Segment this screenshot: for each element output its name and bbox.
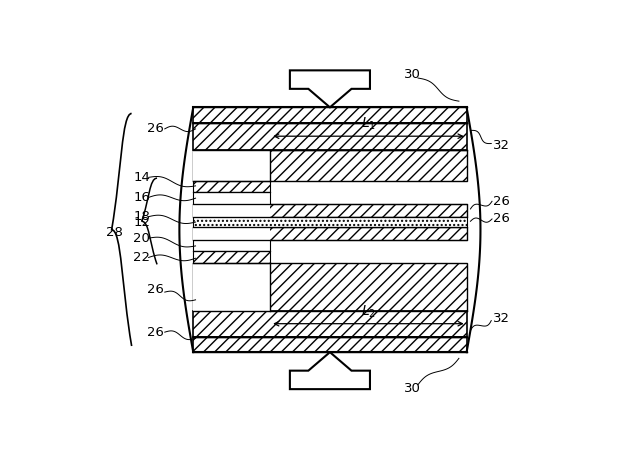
Bar bbox=[193, 228, 270, 240]
Text: 26: 26 bbox=[493, 213, 509, 225]
Text: 20: 20 bbox=[133, 232, 150, 245]
Text: 26: 26 bbox=[147, 326, 164, 338]
Text: 28: 28 bbox=[106, 225, 122, 239]
Bar bbox=[193, 240, 270, 251]
Bar bbox=[193, 192, 270, 203]
Bar bbox=[193, 123, 467, 150]
Bar bbox=[193, 263, 270, 311]
Text: 30: 30 bbox=[404, 382, 421, 395]
Bar bbox=[193, 311, 467, 337]
Text: 32: 32 bbox=[493, 139, 509, 153]
Bar bbox=[193, 150, 270, 192]
Bar bbox=[193, 217, 467, 228]
Bar bbox=[193, 181, 270, 192]
Text: 18: 18 bbox=[133, 210, 150, 223]
Text: 12: 12 bbox=[133, 216, 150, 229]
Bar bbox=[193, 337, 467, 352]
Text: 32: 32 bbox=[493, 312, 509, 325]
Text: 26: 26 bbox=[147, 122, 164, 136]
Bar bbox=[193, 263, 467, 311]
Text: 22: 22 bbox=[133, 251, 150, 264]
Bar bbox=[193, 203, 467, 217]
Text: $L_2$: $L_2$ bbox=[361, 304, 376, 320]
Polygon shape bbox=[290, 71, 370, 107]
Bar bbox=[193, 217, 467, 228]
Text: 26: 26 bbox=[493, 195, 509, 208]
Polygon shape bbox=[290, 352, 370, 389]
Text: 16: 16 bbox=[133, 191, 150, 204]
Bar bbox=[193, 150, 467, 181]
Text: $L_1$: $L_1$ bbox=[361, 116, 376, 132]
Bar bbox=[193, 107, 467, 123]
Text: 26: 26 bbox=[147, 284, 164, 296]
Bar bbox=[193, 203, 270, 217]
Bar bbox=[193, 228, 467, 240]
Bar bbox=[193, 251, 270, 263]
Bar bbox=[193, 107, 467, 352]
Text: 14: 14 bbox=[133, 171, 150, 184]
Text: 30: 30 bbox=[404, 68, 421, 81]
